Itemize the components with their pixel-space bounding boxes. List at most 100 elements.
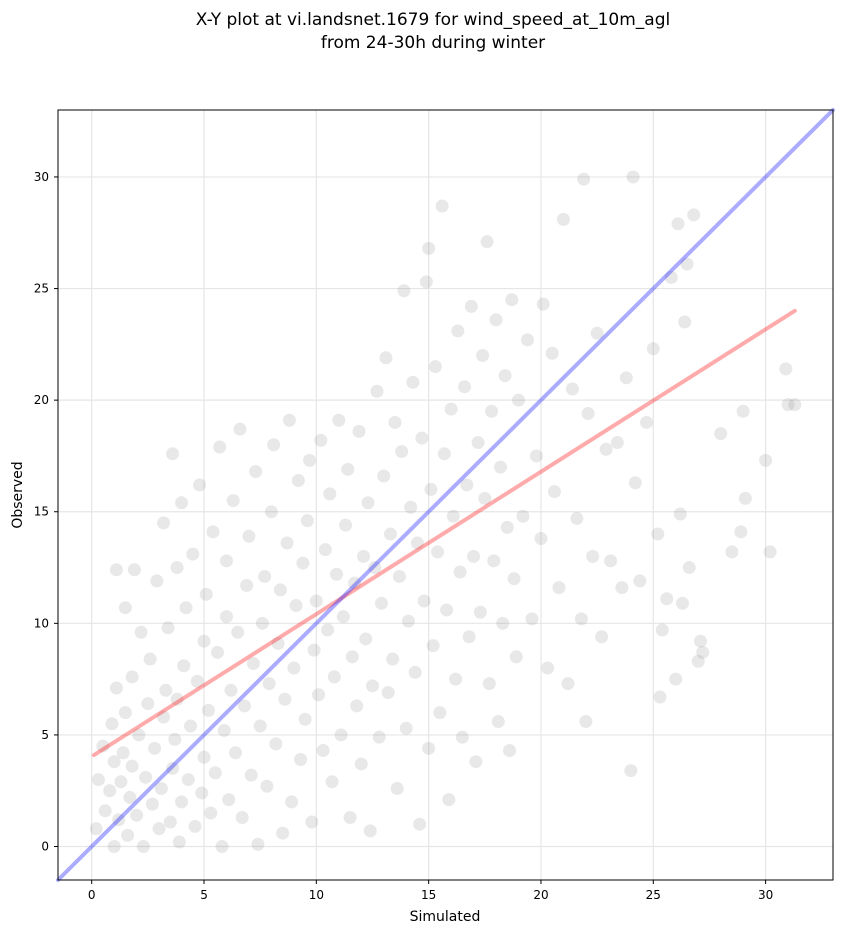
scatter-point	[150, 574, 164, 588]
scatter-point	[312, 688, 326, 702]
scatter-point	[734, 525, 748, 539]
scatter-point	[435, 199, 449, 213]
scatter-point	[451, 324, 465, 338]
scatter-point	[561, 677, 575, 691]
scatter-point	[374, 596, 388, 610]
scatter-point	[327, 670, 341, 684]
scatter-point	[633, 574, 647, 588]
scatter-point	[91, 773, 105, 787]
scatter-point	[116, 746, 130, 760]
scatter-point	[586, 549, 600, 563]
x-tick-label: 10	[309, 888, 324, 902]
plot-frame	[57, 109, 834, 881]
scatter-point	[440, 603, 454, 617]
scatter-point	[246, 657, 260, 671]
y-tick-label: 15	[34, 505, 49, 519]
scatter-point	[426, 639, 440, 653]
scatter-point	[118, 601, 132, 615]
scatter-points	[89, 170, 802, 854]
scatter-point	[258, 569, 272, 583]
scatter-point	[193, 478, 207, 492]
scatter-point	[107, 840, 121, 854]
scatter-point	[669, 672, 683, 686]
scatter-point	[453, 565, 467, 579]
scatter-point	[444, 402, 458, 416]
scatter-point	[118, 706, 132, 720]
scatter-point	[556, 212, 570, 226]
scatter-point	[673, 507, 687, 521]
scatter-point	[235, 811, 249, 825]
scatter-point	[446, 509, 460, 523]
scatter-point	[361, 496, 375, 510]
scatter-point	[579, 715, 593, 729]
scatter-point	[619, 371, 633, 385]
x-axis-label: Simulated	[410, 909, 481, 925]
scatter-point	[525, 612, 539, 626]
scatter-point	[103, 784, 117, 798]
scatter-point	[422, 241, 436, 255]
scatter-point	[547, 485, 561, 499]
scatter-point	[107, 755, 121, 769]
scatter-point	[152, 822, 166, 836]
scatter-point	[202, 703, 216, 717]
scatter-point	[314, 433, 328, 447]
scatter-point	[469, 755, 483, 769]
scatter-point	[401, 614, 415, 628]
scatter-point	[184, 719, 198, 733]
scatter-point	[175, 496, 189, 510]
scatter-point	[388, 415, 402, 429]
scatter-point	[581, 407, 595, 421]
scatter-point	[386, 652, 400, 666]
scatter-point	[370, 384, 384, 398]
scatter-point	[352, 424, 366, 438]
scatter-point	[363, 824, 377, 838]
scatter-point	[516, 509, 530, 523]
scatter-point	[197, 750, 211, 764]
scatter-point	[157, 516, 171, 530]
scatter-point	[624, 764, 638, 778]
scatter-point	[503, 744, 517, 758]
scatter-point	[197, 634, 211, 648]
x-tick-label: 25	[646, 888, 661, 902]
x-tick-label: 15	[421, 888, 436, 902]
scatter-point	[651, 527, 665, 541]
scatter-point	[291, 473, 305, 487]
scatter-point	[121, 828, 135, 842]
scatter-point	[282, 413, 296, 427]
scatter-point	[509, 650, 523, 664]
y-tick-label: 20	[34, 393, 49, 407]
scatter-point	[485, 404, 499, 418]
scatter-point	[496, 616, 510, 630]
scatter-point	[287, 661, 301, 675]
scatter-point	[125, 670, 139, 684]
scatter-point	[204, 806, 218, 820]
y-tick-label: 10	[34, 616, 49, 630]
scatter-point	[179, 601, 193, 615]
plot-area	[58, 110, 833, 880]
scatter-point	[186, 547, 200, 561]
scatter-point	[534, 532, 548, 546]
scatter-point	[390, 781, 404, 795]
scatter-point	[222, 793, 236, 807]
scatter-point	[595, 630, 609, 644]
scatter-point	[565, 382, 579, 396]
scatter-point	[267, 438, 281, 452]
scatter-point	[372, 730, 386, 744]
scatter-point	[628, 476, 642, 490]
scatter-point	[231, 625, 245, 639]
scatter-point	[339, 518, 353, 532]
scatter-point	[529, 449, 543, 463]
scatter-point	[141, 697, 155, 711]
scatter-point	[98, 804, 112, 818]
chart-title: X-Y plot at vi.landsnet.1679 for wind_sp…	[196, 10, 670, 30]
scatter-point	[419, 275, 433, 289]
scatter-point	[143, 652, 157, 666]
y-tick-label: 5	[41, 728, 49, 742]
scatter-point	[678, 315, 692, 329]
scatter-point	[487, 554, 501, 568]
scatter-point	[249, 465, 263, 479]
scatter-point	[354, 757, 368, 771]
scatter-point	[318, 543, 332, 557]
scatter-point	[300, 514, 314, 528]
